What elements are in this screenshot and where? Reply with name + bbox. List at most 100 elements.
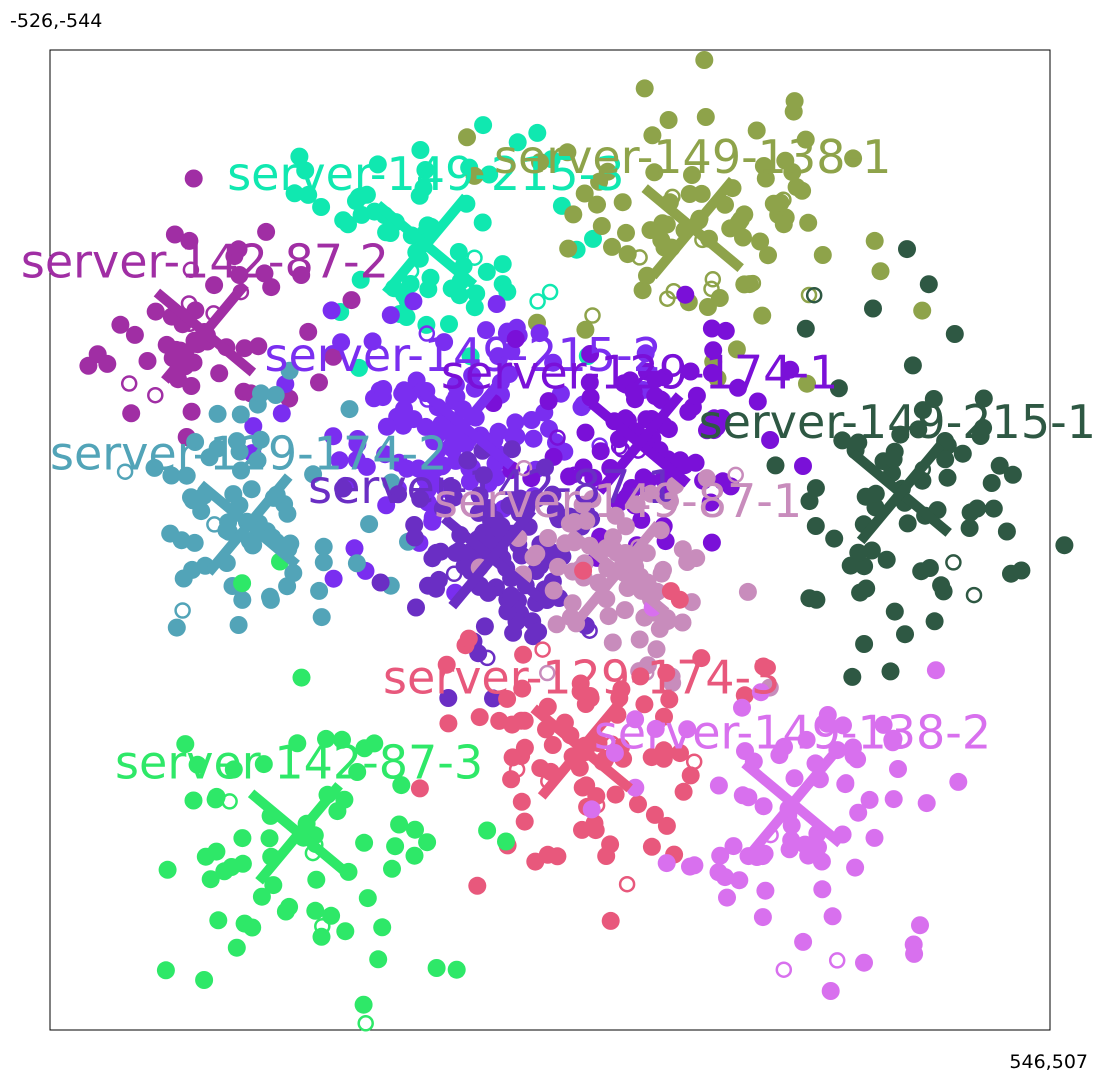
point-server-142-87-3 [355, 833, 374, 852]
point-server-149-215-3 [508, 133, 527, 152]
point-server-129-174-1 [632, 510, 651, 529]
point-server-149-215-3 [474, 116, 493, 135]
point-server-142-87-3 [158, 860, 177, 879]
point-server-149-138-2 [889, 760, 907, 778]
point-server-149-87-1 [548, 557, 567, 576]
point-server-149-138-1 [744, 274, 762, 292]
point-server-142-87-1 [474, 466, 493, 485]
point-server-142-87-2 [120, 375, 138, 392]
point-server-129-174-1 [681, 362, 700, 381]
centroid-marker-server-129-174-3 [537, 697, 626, 800]
point-server-149-215-3 [465, 298, 484, 317]
point-server-149-215-1 [920, 559, 939, 577]
point-server-142-87-1 [411, 489, 430, 508]
point-server-142-87-1 [450, 542, 468, 561]
point-server-142-87-3 [478, 821, 497, 840]
point-server-149-215-2 [272, 404, 291, 423]
point-server-149-138-2 [605, 744, 624, 762]
point-server-142-87-3 [206, 790, 225, 809]
point-server-129-174-3 [512, 792, 531, 811]
point-server-142-87-1 [511, 489, 530, 508]
point-server-142-87-2 [255, 264, 274, 283]
point-server-149-215-1 [806, 517, 825, 535]
point-server-129-174-1 [634, 468, 653, 487]
point-server-149-138-1 [727, 340, 746, 359]
point-server-149-215-1 [990, 456, 1009, 475]
point-server-149-215-3 [351, 270, 370, 289]
point-server-149-138-2 [813, 880, 832, 899]
point-server-129-174-3 [635, 695, 654, 714]
point-server-149-138-1 [865, 231, 884, 250]
point-server-142-87-2 [165, 225, 184, 244]
point-server-129-174-3 [515, 812, 534, 831]
point-server-149-138-2 [794, 932, 813, 951]
centroid-marker-server-142-87-3 [255, 782, 343, 885]
cluster-label-server-129-174-3: server-129-174-3 [383, 650, 780, 704]
cluster-label-server-149-215-3: server-149-215-3 [227, 147, 624, 201]
point-server-149-215-2 [487, 295, 506, 313]
point-server-129-174-1 [539, 392, 558, 411]
point-server-149-138-1 [564, 205, 583, 224]
point-server-129-174-3 [681, 766, 700, 785]
point-server-149-87-1 [603, 633, 622, 652]
point-server-142-87-3 [224, 760, 243, 779]
point-server-149-138-2 [911, 916, 929, 935]
point-server-149-138-1 [613, 193, 632, 212]
point-server-149-215-3 [350, 358, 368, 377]
point-server-149-215-1 [849, 433, 868, 452]
point-server-129-174-1 [701, 493, 720, 512]
point-server-142-87-3 [386, 837, 405, 856]
point-server-149-138-2 [685, 856, 704, 875]
point-server-129-174-3 [534, 641, 551, 658]
point-server-149-215-2 [377, 496, 396, 515]
point-server-142-87-2 [182, 402, 201, 421]
point-server-149-215-2 [363, 332, 382, 351]
point-server-149-215-3 [449, 243, 468, 261]
point-server-142-87-3 [390, 815, 409, 834]
point-server-142-87-2 [205, 276, 224, 295]
point-server-149-215-1 [896, 625, 914, 644]
point-server-149-215-1 [982, 474, 1001, 492]
point-server-149-87-1 [616, 517, 635, 536]
point-server-129-174-2 [284, 564, 303, 582]
point-server-149-87-1 [697, 469, 716, 488]
point-server-142-87-3 [314, 917, 331, 935]
point-server-142-87-2 [210, 364, 229, 383]
point-server-142-87-2 [111, 315, 130, 334]
point-server-149-215-3 [285, 184, 304, 203]
point-server-149-215-2 [540, 419, 558, 438]
point-server-142-87-3 [357, 1015, 374, 1032]
point-server-142-87-3 [156, 961, 175, 980]
point-server-149-215-3 [299, 185, 318, 204]
point-server-142-87-3 [254, 755, 273, 774]
point-server-142-87-1 [524, 627, 543, 646]
point-server-149-138-2 [716, 868, 734, 887]
point-server-149-138-2 [626, 710, 645, 729]
point-server-149-138-2 [905, 944, 924, 963]
point-server-149-87-1 [563, 594, 582, 613]
point-server-149-138-2 [718, 888, 736, 907]
point-server-149-87-1 [650, 619, 669, 638]
point-server-149-215-3 [368, 155, 387, 174]
point-server-149-215-3 [528, 123, 547, 142]
point-server-129-174-3 [670, 590, 689, 609]
point-server-149-87-1 [641, 484, 660, 503]
point-server-142-87-1 [503, 440, 521, 459]
point-server-142-87-2 [310, 373, 328, 392]
point-server-142-87-2 [249, 337, 268, 356]
point-server-149-215-2 [435, 333, 454, 352]
point-server-129-174-2 [312, 608, 331, 627]
point-server-142-87-2 [180, 231, 199, 250]
point-server-149-215-2 [332, 333, 351, 352]
point-server-149-215-1 [805, 286, 823, 304]
centroid-marker-server-142-87-1 [448, 506, 537, 610]
point-server-149-215-3 [480, 165, 499, 184]
point-server-149-138-2 [739, 788, 758, 807]
point-server-142-87-1 [536, 458, 554, 477]
point-server-149-138-1 [588, 195, 606, 214]
point-server-149-87-1 [539, 529, 557, 547]
point-server-129-174-2 [172, 531, 191, 550]
point-server-129-174-3 [612, 680, 631, 699]
point-server-142-87-2 [342, 291, 361, 310]
point-server-129-174-2 [347, 554, 366, 573]
